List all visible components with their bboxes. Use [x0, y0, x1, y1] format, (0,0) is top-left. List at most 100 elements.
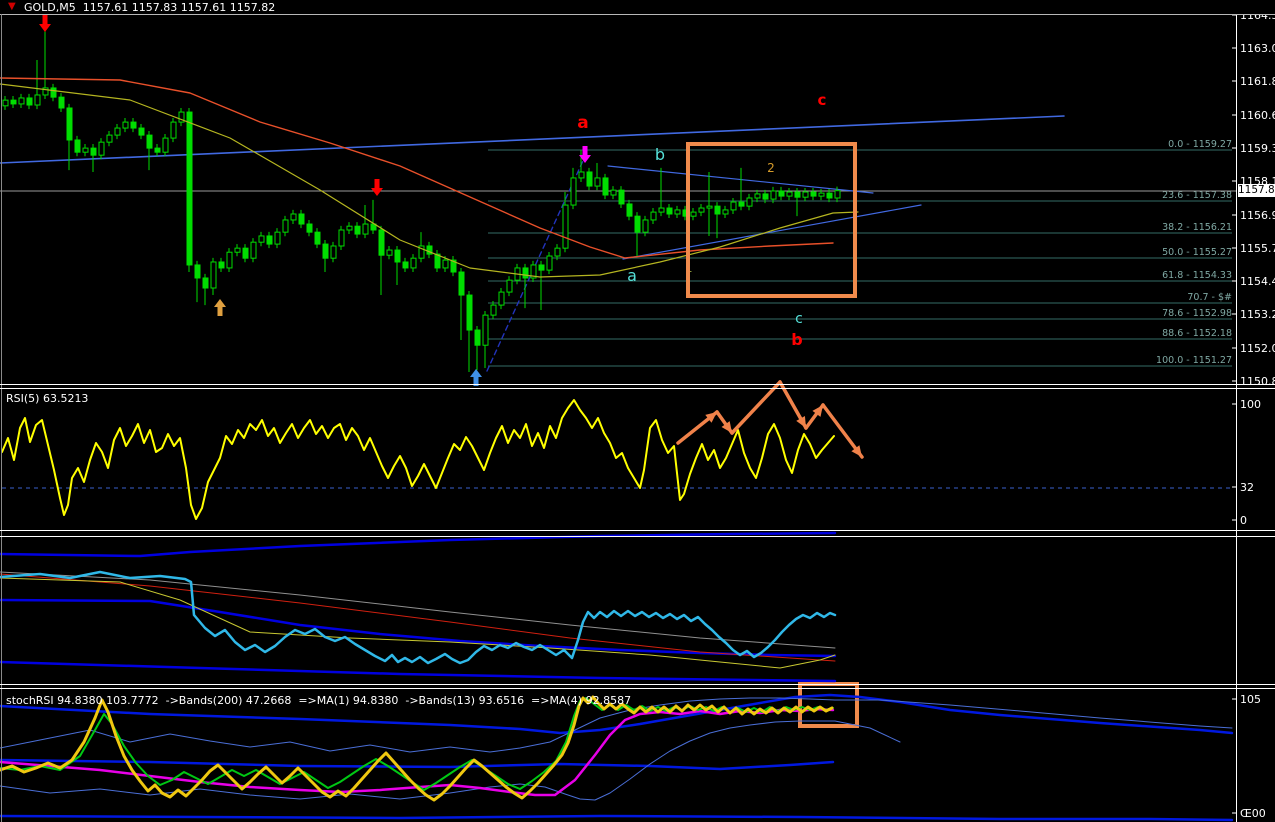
candle-body: [298, 213, 305, 225]
candle-body: [594, 177, 601, 187]
pane3-band-outer-lower: [0, 660, 837, 683]
fib-level-label: 50.0 - 1155.27: [1162, 247, 1232, 258]
candle-body: [794, 191, 801, 198]
candle-body: [122, 121, 129, 129]
wave-top-arrow-icon[interactable]: [579, 146, 591, 163]
candle-body: [826, 192, 833, 199]
candle-body: [778, 190, 785, 197]
pane3-ma-gray: [0, 571, 836, 649]
candle-body: [450, 259, 457, 273]
candle-body: [146, 134, 153, 149]
pane-splitter[interactable]: [0, 688, 1275, 689]
trendline-dashed-impulse[interactable]: [486, 151, 588, 372]
candle-body: [386, 249, 393, 256]
stochrsi-indicator-label: stochRSI 94.8380 103.7772 ->Bands(200) 4…: [6, 694, 632, 707]
candle-body: [242, 247, 249, 259]
candle-body: [378, 229, 385, 256]
fib-level-label: 61.8 - 1154.33: [1162, 270, 1232, 281]
candle-body: [834, 190, 841, 199]
fib-level-label: 23.6 - 1157.38: [1162, 190, 1232, 201]
pane-splitter[interactable]: [0, 530, 1275, 531]
zigzag-annotation[interactable]: [730, 380, 782, 435]
candle-body: [2, 99, 9, 107]
candle-body: [34, 94, 41, 106]
price-axis-label: 1156.90: [1240, 209, 1275, 222]
candle-body: [66, 107, 73, 141]
price-axis-label: 1155.70: [1240, 242, 1275, 255]
candle-body: [810, 191, 817, 197]
candle-body: [114, 127, 121, 136]
buy-arrow-icon[interactable]: [470, 369, 482, 386]
trendline-pennant-lower[interactable]: [622, 204, 922, 260]
candle-body: [738, 201, 745, 207]
candle-body: [162, 137, 169, 153]
chart-title-bar[interactable]: ▼ GOLD,M5 1157.61 1157.83 1157.61 1157.8…: [0, 0, 1275, 14]
candle-body: [458, 271, 465, 296]
zigzag-arrowhead[interactable]: [796, 415, 806, 428]
pane3-signal-cyan: [0, 570, 837, 665]
candle-body: [290, 213, 297, 221]
fib-level-label: 70.7 - $#: [1187, 292, 1232, 303]
wave-letter-label: c: [818, 91, 827, 109]
candle-body: [202, 277, 209, 289]
candle-body: [610, 189, 617, 196]
price-axis-label: 1150.80: [1240, 375, 1275, 388]
candle-body: [538, 264, 545, 271]
zigzag-arrowhead[interactable]: [812, 405, 823, 417]
candle-body: [746, 197, 753, 207]
price-axis-label: 1154.45: [1240, 275, 1275, 288]
candle-body: [650, 211, 657, 221]
candle-body: [282, 219, 289, 233]
candle-body: [330, 245, 337, 259]
candle-body: [786, 191, 793, 197]
candle-body: [482, 314, 489, 346]
candle-body: [186, 111, 193, 266]
wave-letter-label: b: [791, 330, 802, 349]
pane-splitter[interactable]: [0, 388, 1275, 389]
candle-body: [818, 192, 825, 197]
highlight-rectangle[interactable]: [686, 142, 857, 298]
zigzag-arrowhead[interactable]: [721, 421, 732, 433]
stoch-band200-mid: [0, 758, 835, 771]
candle-body: [10, 99, 17, 105]
stoch-band200-upper: [0, 693, 1234, 735]
wave-letter-label: a: [627, 266, 637, 285]
pane-splitter[interactable]: [0, 384, 1275, 385]
candle-body: [410, 257, 417, 269]
candle-body: [626, 203, 633, 217]
highlight-rectangle[interactable]: [798, 682, 859, 728]
price-axis-label: 1152.00: [1240, 342, 1275, 355]
stoch-band13-upper: [0, 697, 1233, 753]
candle-body: [586, 171, 593, 187]
candle-body: [74, 139, 81, 153]
rsi-indicator-label: RSI(5) 63.5213: [6, 392, 89, 405]
candle-body: [730, 201, 737, 211]
current-price-badge: 1157.82: [1238, 184, 1275, 197]
sell-arrow-icon[interactable]: [371, 179, 383, 196]
pane-splitter[interactable]: [0, 684, 1275, 685]
candle-body: [82, 147, 89, 153]
candle-body: [18, 97, 25, 105]
zigzag-arrowhead[interactable]: [851, 445, 862, 457]
candle-body: [210, 261, 217, 289]
ma-red: [0, 77, 834, 259]
fib-level-label: 100.0 - 1151.27: [1156, 355, 1232, 366]
candle-body: [762, 193, 769, 200]
sell-arrow-icon[interactable]: [39, 15, 51, 32]
candle-body: [314, 231, 321, 245]
candle-body: [250, 241, 257, 259]
pane-splitter[interactable]: [0, 536, 1275, 537]
wave-letter-label: b: [655, 145, 665, 164]
trendline-long-ascending[interactable]: [0, 115, 1065, 164]
candle-body: [490, 304, 497, 316]
zigzag-arrowhead[interactable]: [705, 412, 717, 423]
stoch-ma-magenta: [0, 707, 835, 797]
symbol-dropdown-icon[interactable]: ▼: [8, 1, 16, 12]
candle-body: [338, 229, 345, 247]
buy-arrow-icon[interactable]: [214, 299, 226, 316]
candle-body: [178, 111, 185, 123]
candle-body: [170, 121, 177, 139]
chart-title: GOLD,M5 1157.61 1157.83 1157.61 1157.82: [24, 1, 276, 14]
